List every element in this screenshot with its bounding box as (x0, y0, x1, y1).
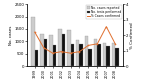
Bar (31, 17, 35, 66)
Y-axis label: No. cases: No. cases (9, 26, 13, 45)
Bar (40, 34, 44, 66)
Bar (112, 43, 115, 66)
Bar (49, 35, 53, 66)
Bar (62, 34, 65, 66)
Bar (67, 30, 70, 66)
Bar (44, 39, 47, 66)
Bar (80, 44, 83, 66)
Bar (97, 44, 101, 66)
Bar (35, 50, 38, 66)
Bar (58, 29, 62, 66)
Bar (70, 44, 74, 66)
Bar (85, 36, 88, 66)
Y-axis label: % Confirmed: % Confirmed (130, 22, 134, 49)
Bar (94, 39, 97, 66)
Legend: No. cases reported, No. tests performed, % Cases confirmed: No. cases reported, No. tests performed,… (86, 5, 122, 19)
Bar (103, 43, 106, 66)
Bar (88, 49, 92, 66)
Bar (53, 45, 56, 66)
Bar (76, 40, 80, 66)
Bar (115, 48, 119, 66)
Bar (106, 46, 110, 66)
